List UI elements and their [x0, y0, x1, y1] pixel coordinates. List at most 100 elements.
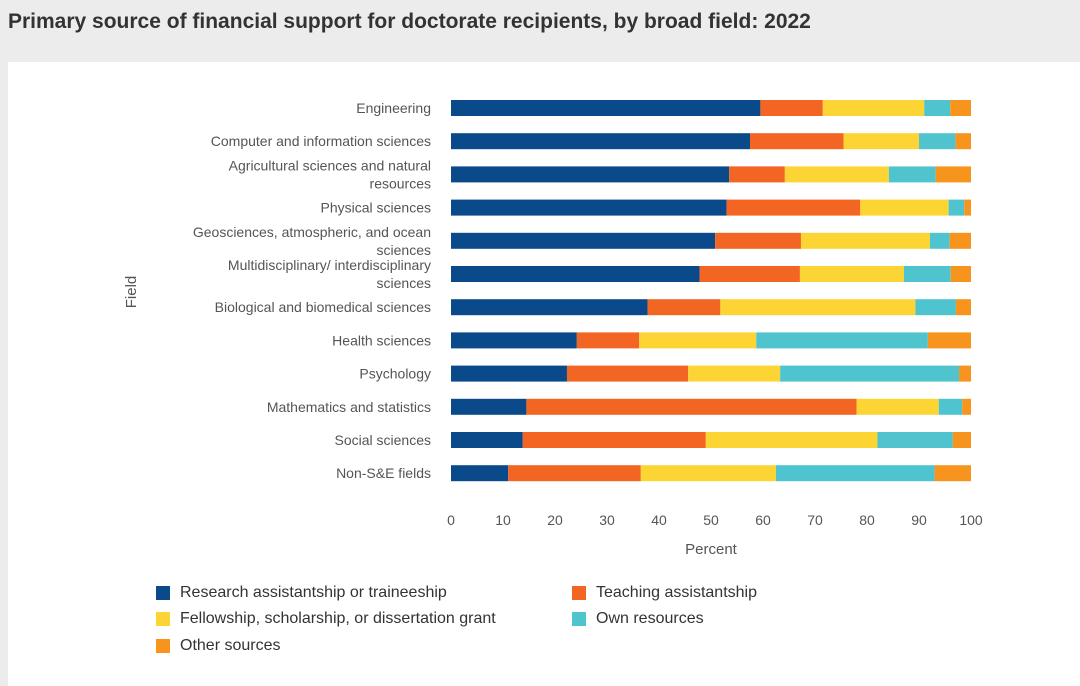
bar-segment-2-1[interactable]: [729, 166, 785, 183]
y-tick-label: Multidisciplinary/ interdisciplinary scie…: [228, 257, 431, 291]
stacked-bar-chart: Engineering Computer and information scie…: [123, 100, 983, 558]
bar-segment-2-3[interactable]: [888, 166, 936, 183]
bar-segment-7-1[interactable]: [576, 332, 640, 349]
bar-segment-6-0[interactable]: [451, 299, 648, 316]
bar-segment-6-4[interactable]: [955, 299, 971, 316]
y-tick-label: Engineering: [356, 100, 431, 116]
bar-segment-10-1[interactable]: [522, 432, 706, 448]
bar-segment-7-3[interactable]: [756, 332, 928, 349]
bar-segment-2-2[interactable]: [784, 166, 889, 183]
x-axis-title: Percent: [685, 541, 738, 558]
bar-segment-10-4[interactable]: [952, 432, 971, 448]
bar-segment-5-4[interactable]: [950, 266, 971, 282]
bar-segment-3-1[interactable]: [726, 199, 861, 216]
y-tick-label: Geosciences, atmospheric, and ocean scien…: [193, 224, 431, 258]
bar-segment-7-2[interactable]: [639, 332, 757, 349]
bar-segment-10-2[interactable]: [705, 432, 878, 448]
bar-segment-3-4[interactable]: [964, 199, 971, 216]
legend-label: Own resources: [596, 610, 704, 627]
bar-segment-6-1[interactable]: [647, 299, 721, 316]
legend-swatch: [156, 586, 170, 600]
bar-segment-1-3[interactable]: [919, 133, 956, 150]
bar-segment-2-0[interactable]: [451, 166, 730, 183]
y-tick-label: Biological and biomedical sciences: [215, 299, 431, 315]
x-tick-label: 70: [807, 512, 823, 528]
legend-label: Fellowship, scholarship, or dissertation…: [180, 610, 496, 627]
bar-segment-11-0[interactable]: [451, 465, 509, 482]
bar-segment-3-2[interactable]: [860, 199, 949, 216]
legend-item[interactable]: Other sources: [156, 637, 280, 655]
bar-segment-5-0[interactable]: [451, 266, 700, 282]
bar-segment-11-3[interactable]: [776, 465, 935, 482]
y-axis-title: Field: [123, 276, 140, 309]
y-tick-label: Psychology: [359, 366, 431, 382]
bar-segment-4-1[interactable]: [715, 232, 801, 249]
bar-segment-1-1[interactable]: [750, 133, 844, 150]
bar-segment-8-1[interactable]: [566, 365, 689, 382]
bar-segment-9-4[interactable]: [962, 398, 971, 415]
bar-segment-5-3[interactable]: [903, 266, 951, 282]
legend-label: Research assistantship or traineeship: [180, 584, 447, 601]
x-axis-ticks: 0 10 20 30 40 50 60 70 80 90 100: [447, 512, 983, 528]
legend-label: Other sources: [180, 637, 281, 654]
x-tick-label: 80: [859, 512, 875, 528]
legend-item[interactable]: Research assistantship or traineeship: [156, 584, 447, 602]
y-tick-label: Social sciences: [335, 432, 432, 448]
bar-segment-9-1[interactable]: [526, 398, 857, 415]
bar-segment-9-2[interactable]: [856, 398, 939, 415]
bar-segment-8-2[interactable]: [688, 365, 781, 382]
bar-segment-6-3[interactable]: [915, 299, 956, 316]
bar-segment-8-4[interactable]: [959, 365, 971, 382]
bar-segment-0-1[interactable]: [760, 100, 823, 116]
bar-segment-5-1[interactable]: [699, 266, 800, 282]
bar-segment-7-4[interactable]: [927, 332, 971, 349]
bar-segment-1-0[interactable]: [451, 133, 750, 150]
bar-segment-0-4[interactable]: [950, 100, 971, 116]
bar-segment-1-2[interactable]: [843, 133, 919, 150]
bar-segment-11-4[interactable]: [934, 465, 971, 482]
bar-segment-1-4[interactable]: [955, 133, 971, 150]
bar-segment-4-2[interactable]: [800, 232, 930, 249]
legend-swatch: [156, 612, 170, 626]
bar-segment-0-0[interactable]: [451, 100, 761, 116]
bar-segment-10-0[interactable]: [451, 432, 523, 448]
y-tick-label: Agricultural sciences and natural resourc…: [229, 157, 431, 191]
x-tick-label: 50: [703, 512, 719, 528]
legend-label: Teaching assistantship: [596, 584, 757, 601]
bar-segment-8-0[interactable]: [451, 365, 567, 382]
bar-segment-0-3[interactable]: [924, 100, 951, 116]
bars-layer: [451, 100, 971, 482]
bar-segment-3-3[interactable]: [948, 199, 965, 216]
y-tick-label: Mathematics and statistics: [267, 399, 431, 415]
bar-segment-11-2[interactable]: [640, 465, 776, 482]
bar-segment-11-1[interactable]: [508, 465, 641, 482]
x-tick-label: 90: [911, 512, 927, 528]
bar-segment-4-0[interactable]: [451, 232, 716, 249]
bar-segment-9-0[interactable]: [451, 398, 527, 415]
x-tick-label: 30: [599, 512, 615, 528]
legend-item[interactable]: Fellowship, scholarship, or dissertation…: [156, 610, 496, 628]
bar-segment-3-0[interactable]: [451, 199, 727, 216]
page-title: Primary source of financial support for …: [8, 10, 811, 33]
x-tick-label: 20: [547, 512, 563, 528]
bar-segment-4-3[interactable]: [929, 232, 950, 249]
legend-item[interactable]: Own resources: [572, 610, 704, 628]
bar-segment-7-0[interactable]: [451, 332, 577, 349]
chart-panel: Engineering Computer and information scie…: [8, 62, 1080, 686]
legend-swatch: [572, 586, 586, 600]
bar-segment-6-2[interactable]: [720, 299, 916, 316]
y-tick-label: Physical sciences: [321, 200, 432, 216]
bar-segment-0-2[interactable]: [822, 100, 925, 116]
x-tick-label: 100: [959, 512, 983, 528]
bar-segment-8-3[interactable]: [780, 365, 960, 382]
bar-segment-10-3[interactable]: [877, 432, 953, 448]
bar-segment-4-4[interactable]: [949, 232, 971, 249]
x-tick-label: 0: [447, 512, 455, 528]
legend-item[interactable]: Teaching assistantship: [572, 584, 757, 602]
y-axis-labels: Engineering Computer and information scie…: [193, 100, 431, 481]
legend-swatch: [572, 612, 586, 626]
y-tick-label: Non-S&E fields: [336, 465, 431, 481]
bar-segment-9-3[interactable]: [938, 398, 963, 415]
bar-segment-2-4[interactable]: [935, 166, 971, 183]
bar-segment-5-2[interactable]: [799, 266, 904, 282]
